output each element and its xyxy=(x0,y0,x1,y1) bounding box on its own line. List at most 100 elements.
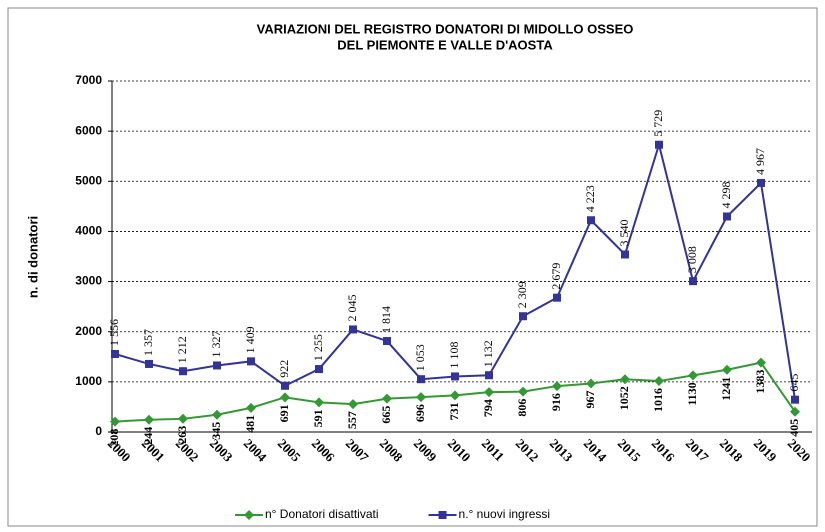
marker xyxy=(349,325,357,334)
marker xyxy=(212,409,222,420)
data-label: 922 xyxy=(277,360,291,378)
chart-subtitle: DEL PIEMONTE E VALLE D'AOSTA xyxy=(337,37,553,52)
data-label: 696 xyxy=(413,404,427,422)
marker xyxy=(757,178,765,187)
data-label: 4 223 xyxy=(583,185,597,212)
data-label: 1016 xyxy=(651,388,665,412)
data-label: 557 xyxy=(345,411,359,429)
y-tick-label: 7000 xyxy=(75,73,102,87)
data-label: 5 729 xyxy=(651,110,665,137)
marker xyxy=(179,367,187,376)
data-label: 1 814 xyxy=(379,306,393,333)
marker xyxy=(485,371,493,380)
data-label: 1383 xyxy=(753,370,767,394)
data-label: 2 679 xyxy=(549,263,563,290)
data-label: 967 xyxy=(583,391,597,409)
y-tick-label: 1000 xyxy=(75,374,102,388)
marker xyxy=(383,337,391,346)
marker xyxy=(382,393,392,404)
y-tick-label: 0 xyxy=(95,424,102,438)
data-label: 1241 xyxy=(719,377,733,401)
marker xyxy=(621,250,629,259)
y-axis-label: n. di donatori xyxy=(25,216,40,298)
marker xyxy=(723,212,731,221)
marker xyxy=(756,357,766,368)
marker xyxy=(281,381,289,390)
legend-marker xyxy=(438,511,447,519)
marker xyxy=(519,312,527,321)
data-label: 1 556 xyxy=(107,319,121,346)
data-label: 2 045 xyxy=(345,294,359,321)
chart-title: VARIAZIONI DEL REGISTRO DONATORI DI MIDO… xyxy=(257,21,634,36)
data-label: 806 xyxy=(515,399,529,417)
legend-marker xyxy=(244,510,254,520)
y-tick-label: 4000 xyxy=(75,224,102,238)
data-label: 591 xyxy=(311,409,325,427)
data-label: 691 xyxy=(277,404,291,422)
data-label: 1130 xyxy=(685,382,699,405)
data-label: 1 053 xyxy=(413,344,427,371)
data-label: 208 xyxy=(107,429,121,447)
y-tick-label: 2000 xyxy=(75,324,102,338)
marker xyxy=(246,402,256,413)
data-label: 405 xyxy=(787,419,801,437)
legend-label: n.° nuovi ingressi xyxy=(459,507,551,521)
marker xyxy=(654,376,664,387)
marker xyxy=(417,375,425,384)
data-label: 794 xyxy=(481,399,495,417)
marker xyxy=(518,386,528,397)
data-label: 345 xyxy=(209,422,223,440)
data-label: 244 xyxy=(141,427,155,445)
marker xyxy=(484,387,494,398)
marker xyxy=(111,349,119,358)
marker xyxy=(655,140,663,149)
marker xyxy=(110,416,120,427)
data-label: 916 xyxy=(549,393,563,411)
data-label: 4 298 xyxy=(719,181,733,208)
data-label: 481 xyxy=(243,415,257,433)
data-label: 1 357 xyxy=(141,329,155,356)
data-label: 1 255 xyxy=(311,334,325,361)
marker xyxy=(348,399,358,410)
marker xyxy=(451,372,459,381)
marker xyxy=(552,381,562,392)
data-label: 1 327 xyxy=(209,330,223,357)
marker xyxy=(620,374,630,385)
y-tick-label: 5000 xyxy=(75,173,102,187)
data-label: 1 108 xyxy=(447,341,461,368)
data-label: 3 008 xyxy=(685,246,699,273)
data-label: 2 309 xyxy=(515,281,529,308)
marker xyxy=(790,406,800,417)
data-label: 645 xyxy=(787,374,801,392)
data-label: 3 540 xyxy=(617,219,631,246)
marker xyxy=(314,397,324,408)
data-label: 731 xyxy=(447,402,461,420)
marker xyxy=(791,395,799,404)
data-label: 1 212 xyxy=(175,336,189,363)
marker xyxy=(688,370,698,381)
marker xyxy=(178,413,188,424)
data-label: 665 xyxy=(379,406,393,424)
marker xyxy=(586,378,596,389)
marker xyxy=(315,365,323,374)
marker xyxy=(280,392,290,403)
legend-label: n° Donatori disattivati xyxy=(265,507,379,521)
marker xyxy=(722,364,732,375)
marker xyxy=(553,293,561,302)
data-label: 263 xyxy=(175,426,189,444)
marker xyxy=(689,277,697,286)
chart-frame xyxy=(7,7,818,527)
marker xyxy=(450,390,460,401)
data-label: 1 132 xyxy=(481,340,495,367)
marker xyxy=(416,392,426,403)
marker xyxy=(247,357,255,366)
data-label: 1052 xyxy=(617,386,631,410)
data-label: 1 409 xyxy=(243,326,257,353)
marker xyxy=(145,359,153,368)
y-tick-label: 6000 xyxy=(75,123,102,137)
marker xyxy=(144,414,154,425)
data-label: 4 967 xyxy=(753,148,767,175)
marker xyxy=(587,216,595,225)
y-tick-label: 3000 xyxy=(75,274,102,288)
